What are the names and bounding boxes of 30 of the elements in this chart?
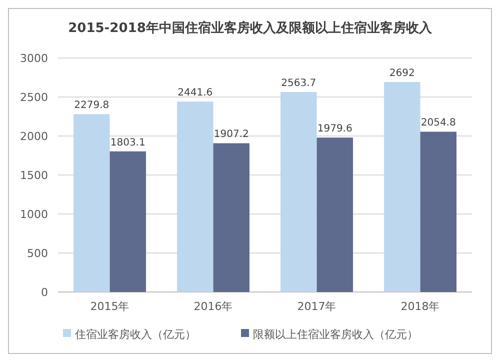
y-tick-label: 2500 — [20, 90, 48, 104]
bar — [177, 102, 214, 292]
x-tick-label: 2016年 — [194, 300, 233, 313]
chart-title: 2015-2018年中国住宿业客房收入及限额以上住宿业客房收入 — [68, 20, 433, 36]
data-label: 2563.7 — [281, 78, 316, 90]
bar — [384, 82, 420, 292]
bar — [280, 92, 317, 292]
y-tick-label: 500 — [27, 246, 48, 260]
bar — [316, 138, 353, 292]
bar — [420, 132, 456, 292]
data-label: 1803.1 — [110, 137, 146, 148]
data-label: 1979.6 — [317, 124, 352, 135]
data-label: 1907.2 — [214, 129, 249, 140]
bar — [110, 151, 146, 292]
x-tick-label: 2015年 — [90, 300, 130, 313]
x-tick-label: 2018年 — [400, 300, 440, 313]
y-tick-label: 2000 — [20, 130, 48, 143]
data-label: 2441.6 — [178, 88, 213, 99]
y-tick-label: 0 — [41, 286, 48, 299]
data-label: 2279.8 — [74, 100, 110, 112]
legend-label: 住宿业客房收入（亿元） — [75, 328, 196, 341]
data-label: 2692 — [389, 68, 415, 80]
y-tick-label: 1500 — [20, 168, 48, 182]
legend-label: 限额以上住宿业客房收入（亿元） — [253, 328, 418, 341]
data-label: 2054.8 — [420, 118, 456, 129]
y-tick-label: 3000 — [20, 52, 48, 65]
x-tick-label: 2017年 — [297, 300, 336, 313]
y-tick-label: 1000 — [20, 208, 48, 221]
bar — [74, 114, 110, 292]
bar — [213, 143, 250, 292]
